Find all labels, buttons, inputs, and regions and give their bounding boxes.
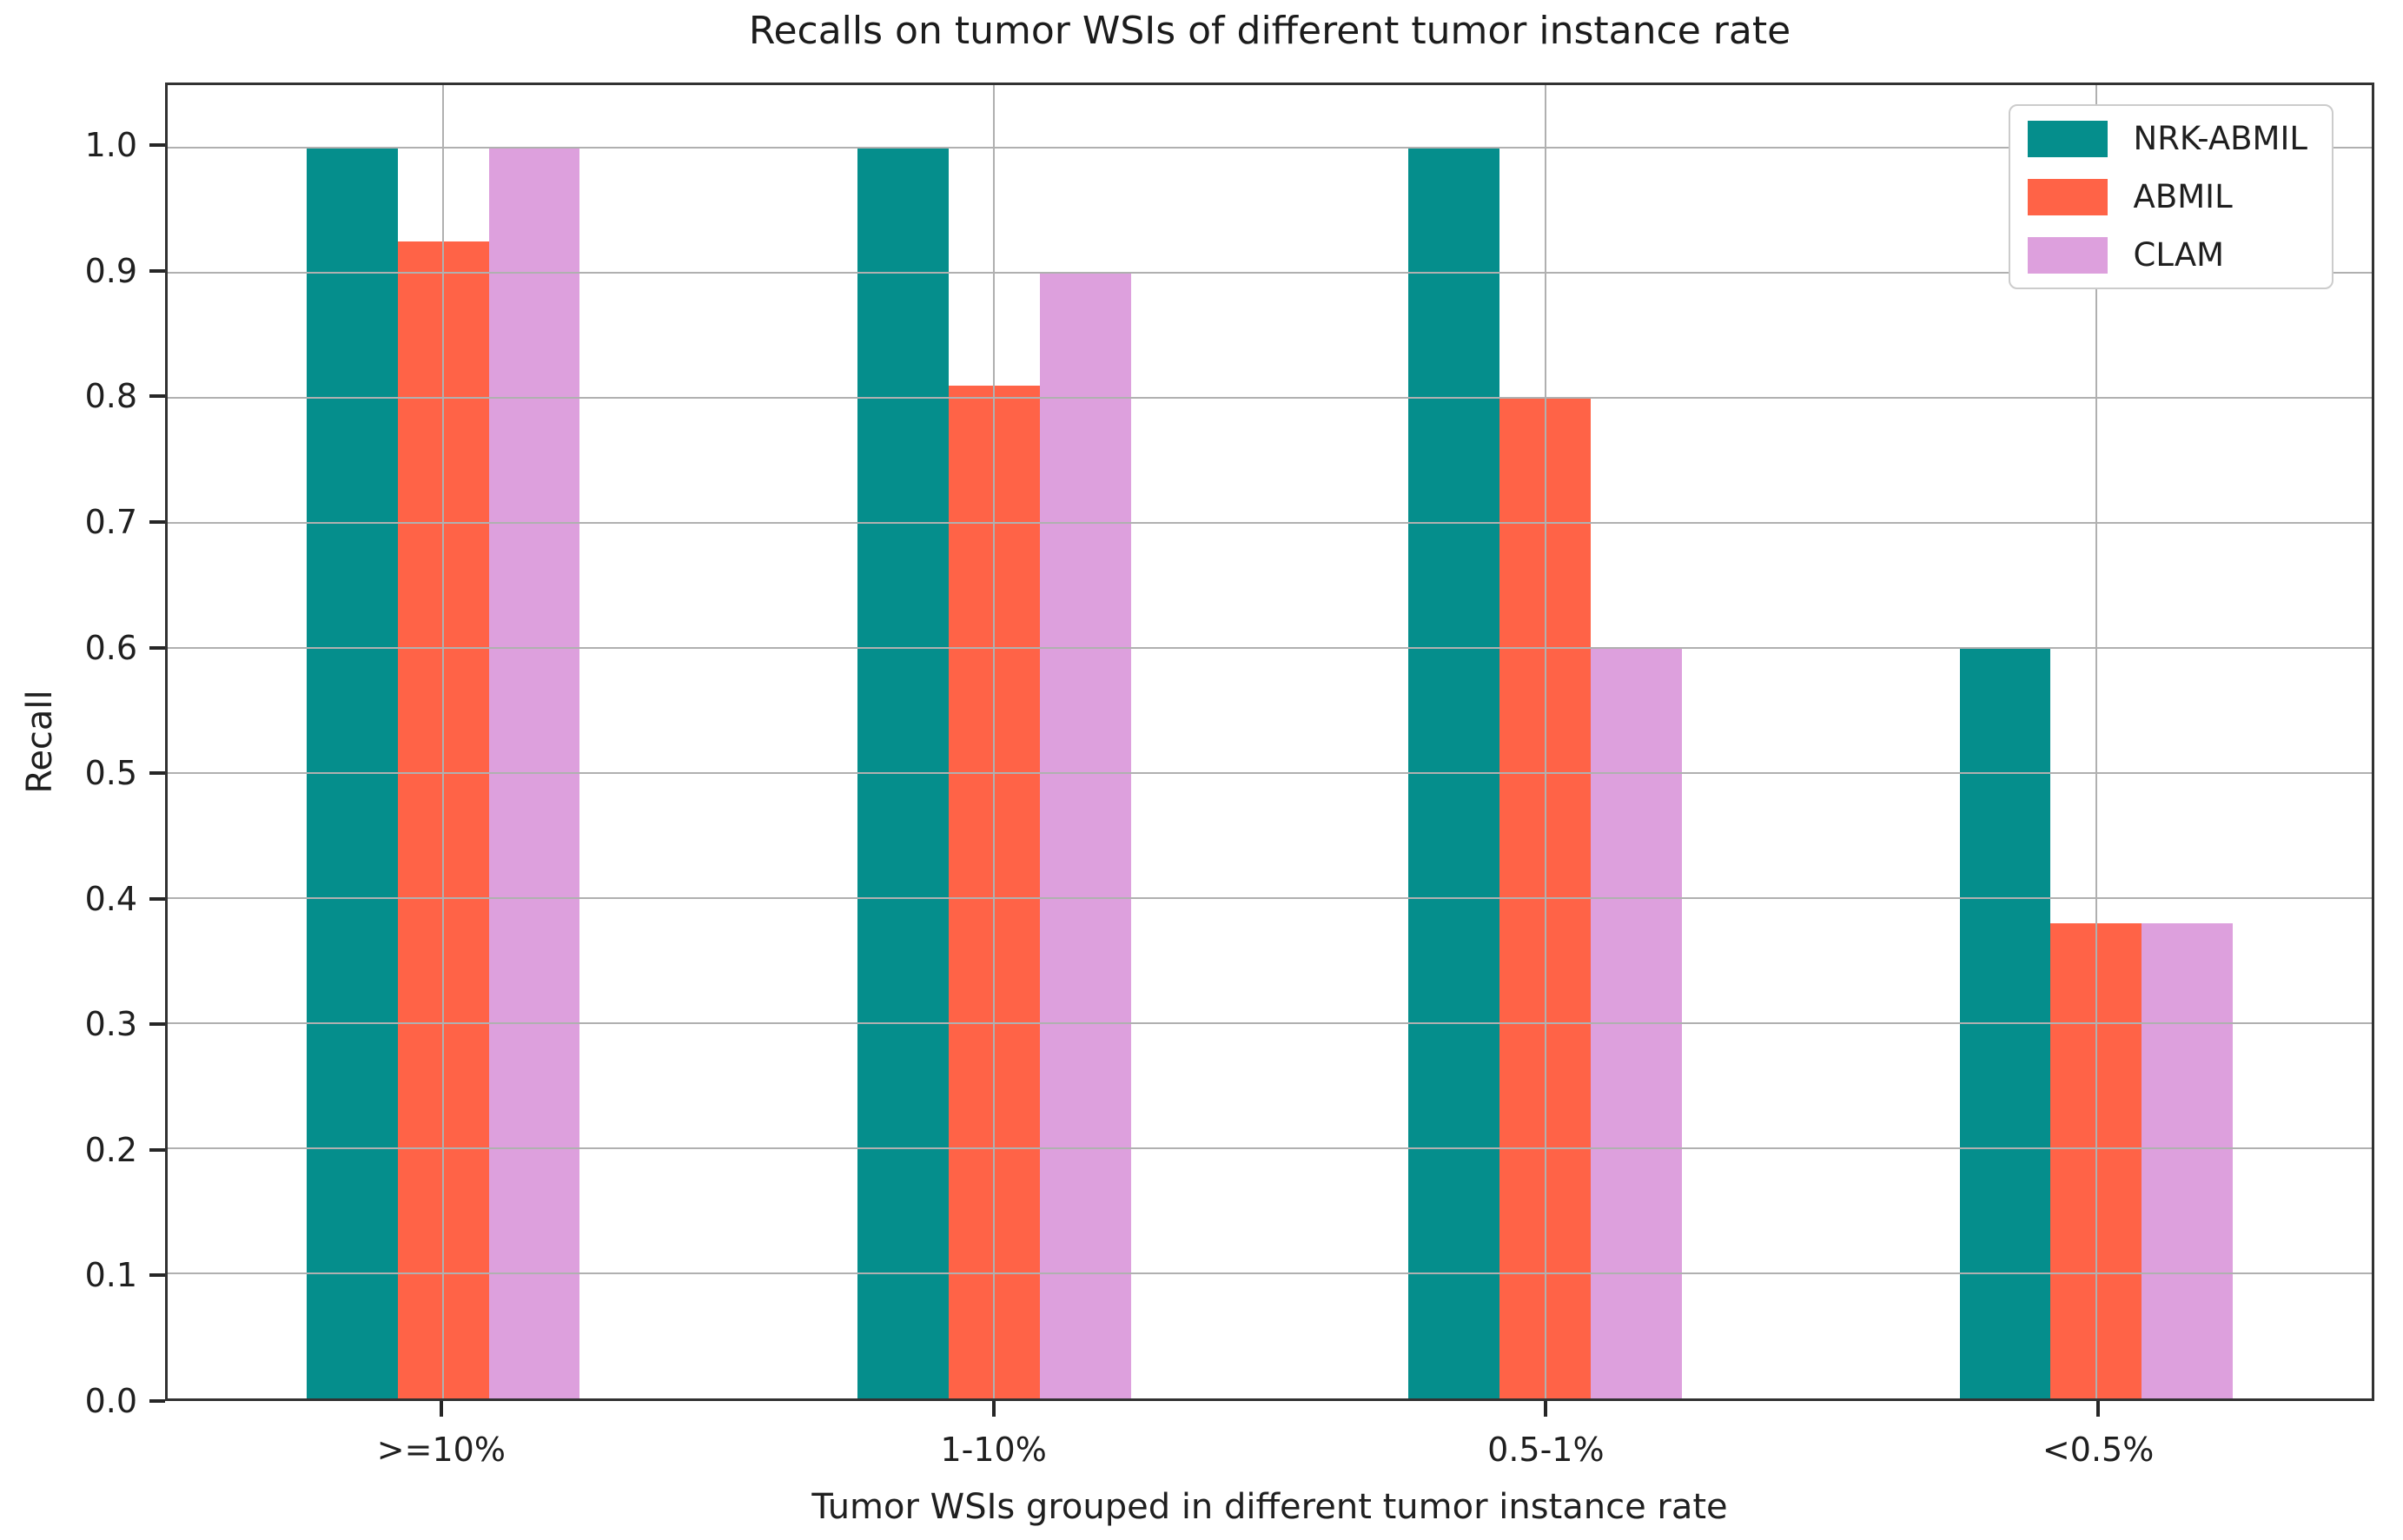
legend-label: ABMIL — [2133, 178, 2233, 215]
h-gridline — [168, 147, 2372, 149]
y-tick-mark — [149, 1022, 165, 1027]
legend-label: CLAM — [2133, 236, 2225, 274]
y-tick-label: 0.1 — [84, 1256, 137, 1295]
y-tick-label: 0.4 — [84, 879, 137, 918]
legend-label: NRK-ABMIL — [2133, 120, 2307, 157]
y-tick-mark — [149, 394, 165, 399]
legend-item-clam: CLAM — [2027, 236, 2307, 274]
bar-clam-1 — [1039, 273, 1131, 1398]
y-tick-mark — [149, 268, 165, 273]
h-gridline — [168, 897, 2372, 899]
y-tick-mark — [149, 143, 165, 148]
y-tick-label: 0.2 — [84, 1130, 137, 1169]
h-gridline — [168, 1147, 2372, 1149]
y-axis: 0.0 0.1 0.2 0.3 0.4 0.5 0.6 0.7 0.8 0.9 1.0 — [0, 83, 165, 1418]
y-tick-label: 0.6 — [84, 628, 137, 667]
y-tick-mark — [149, 771, 165, 776]
y-tick-label: 0.5 — [84, 754, 137, 793]
legend-swatch-icon — [2027, 178, 2108, 215]
h-gridline — [168, 397, 2372, 399]
y-tick-mark — [149, 520, 165, 524]
x-tick-mark — [2096, 1401, 2101, 1417]
chart-title: Recalls on tumor WSIs of different tumor… — [748, 9, 1791, 53]
y-tick-label: 0.3 — [84, 1005, 137, 1044]
h-gridline — [168, 1272, 2372, 1274]
y-tick-label: 0.0 — [84, 1382, 137, 1420]
legend-item-abmil: ABMIL — [2027, 178, 2307, 215]
x-axis: >=10% 1-10% 0.5-1% <0.5% — [165, 1401, 2374, 1505]
v-gridline — [2095, 85, 2097, 1398]
h-gridline — [168, 647, 2372, 650]
y-tick-label: 0.8 — [84, 377, 137, 416]
y-tick-mark — [149, 1399, 165, 1403]
legend: NRK-ABMIL ABMIL CLAM — [2008, 104, 2333, 289]
h-gridline — [168, 772, 2372, 774]
x-axis-label: Tumor WSIs grouped in different tumor in… — [811, 1487, 1728, 1527]
x-tick-label-2: 0.5-1% — [1487, 1431, 1605, 1469]
y-tick-label: 1.0 — [84, 126, 137, 165]
y-tick-label: 0.9 — [84, 251, 137, 290]
h-gridline — [168, 272, 2372, 274]
v-gridline — [993, 85, 996, 1398]
legend-swatch-icon — [2027, 236, 2108, 274]
bar-clam-3 — [2142, 922, 2234, 1398]
x-tick-label-3: <0.5% — [2042, 1431, 2155, 1469]
x-tick-mark — [439, 1401, 443, 1417]
legend-item-nrk-abmil: NRK-ABMIL — [2027, 120, 2307, 157]
y-tick-label: 0.7 — [84, 503, 137, 541]
x-tick-mark — [1544, 1401, 1548, 1417]
legend-swatch-icon — [2027, 120, 2108, 157]
y-tick-mark — [149, 896, 165, 901]
y-tick-mark — [149, 645, 165, 650]
v-gridline — [442, 85, 445, 1398]
h-gridline — [168, 1022, 2372, 1025]
h-gridline — [168, 522, 2372, 525]
y-tick-mark — [149, 1147, 165, 1152]
y-tick-mark — [149, 1273, 165, 1278]
plot-area: NRK-ABMIL ABMIL CLAM — [165, 83, 2374, 1401]
v-gridline — [1544, 85, 1546, 1398]
x-tick-label-1: 1-10% — [940, 1431, 1047, 1469]
x-tick-label-0: >=10% — [376, 1431, 506, 1469]
x-tick-mark — [991, 1401, 996, 1417]
